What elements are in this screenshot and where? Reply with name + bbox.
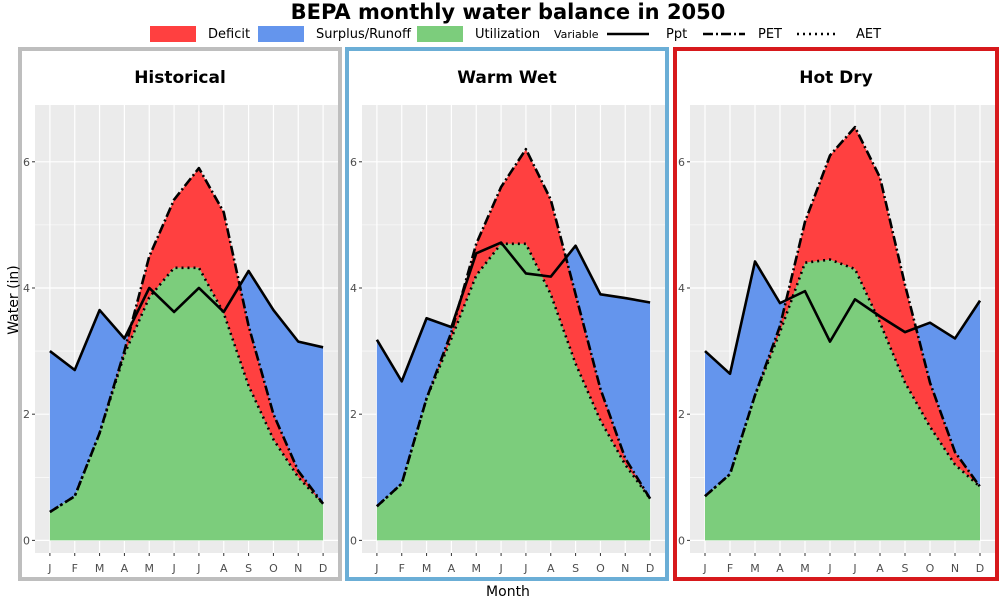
x-tick-label: J xyxy=(374,562,378,575)
line-ppt xyxy=(375,241,651,383)
chart-title: BEPA monthly water balance in 2050 xyxy=(291,0,726,24)
utilization-area xyxy=(705,259,980,541)
line-aet xyxy=(704,258,981,498)
y-axis-label: Water (in) xyxy=(6,265,22,335)
utilization-area xyxy=(49,267,324,541)
x-tick-label: S xyxy=(902,562,909,575)
y-tick-label: 4 xyxy=(23,282,30,295)
x-tick-label: S xyxy=(245,562,252,575)
x-tick-label: J xyxy=(852,562,856,575)
line-aet xyxy=(49,266,325,514)
x-tick-label: M xyxy=(422,562,432,575)
x-tick-label: N xyxy=(294,562,302,575)
panel-title: Hot Dry xyxy=(799,68,873,88)
x-tick-label: M xyxy=(95,562,105,575)
legend-swatch-utilization xyxy=(417,26,463,42)
x-tick-label: A xyxy=(776,562,784,575)
x-tick-label: M xyxy=(471,562,481,575)
legend-label: Surplus/Runoff xyxy=(316,27,412,42)
y-tick-label: 4 xyxy=(350,282,357,295)
surplus-area xyxy=(376,242,651,507)
y-tick-label: 4 xyxy=(678,282,685,295)
panel-historical: 0 2 4 6 J F M A M J J A S O N D Historical xyxy=(18,47,342,581)
panel-hot-dry: 0 2 4 6 J F M A M J J A S O N D Hot Dry xyxy=(673,47,999,581)
deficit-area xyxy=(376,149,651,507)
x-tick-label: O xyxy=(926,562,935,575)
x-tick-label: M xyxy=(144,562,154,575)
panel-warm-wet: 0 2 4 6 J F M A M J J A S O N D Warm Wet xyxy=(345,47,669,581)
x-tick-label: M xyxy=(750,562,760,575)
legend-swatch-surplus-runoff xyxy=(258,26,304,42)
x-tick-label: A xyxy=(220,562,228,575)
x-tick-label: F xyxy=(399,562,405,575)
x-tick-label: O xyxy=(269,562,278,575)
line-pet xyxy=(376,147,652,508)
x-tick-label: A xyxy=(121,562,129,575)
x-tick-label: O xyxy=(596,562,605,575)
line-ppt xyxy=(704,260,982,376)
legend-swatch-deficit xyxy=(150,26,196,42)
facet-panels: 0 2 4 6 J F M A M J J A S O N D Historical 0 2 4 6 J F M A M J J A S O… xyxy=(18,47,999,581)
legend-label: AET xyxy=(856,27,881,42)
utilization-area xyxy=(376,243,651,541)
y-tick-label: 2 xyxy=(23,408,30,421)
y-tick-label: 6 xyxy=(350,156,357,169)
y-tick-label: 6 xyxy=(23,156,30,169)
x-tick-label: J xyxy=(171,562,175,575)
panel-title: Warm Wet xyxy=(457,68,556,88)
y-tick-label: 0 xyxy=(23,534,30,547)
x-tick-label: N xyxy=(951,562,959,575)
x-tick-label: N xyxy=(621,562,629,575)
y-tick-label: 2 xyxy=(678,408,685,421)
y-tick-label: 0 xyxy=(350,534,357,547)
x-tick-label: D xyxy=(976,562,984,575)
legend-title: Variable xyxy=(554,28,599,41)
x-axis-label: Month xyxy=(486,584,530,600)
x-tick-label: J xyxy=(196,562,200,575)
panel-border xyxy=(18,47,342,581)
panel-border xyxy=(345,47,669,581)
x-tick-label: A xyxy=(876,562,884,575)
x-tick-label: J xyxy=(47,562,51,575)
legend: Deficit Surplus/Runoff Utilization Variable… xyxy=(150,26,881,42)
surplus-area xyxy=(705,259,980,497)
x-tick-label: J xyxy=(827,562,831,575)
y-tick-label: 6 xyxy=(678,156,685,169)
x-tick-label: J xyxy=(523,562,527,575)
x-tick-label: D xyxy=(319,562,327,575)
line-ppt xyxy=(49,269,324,372)
x-tick-label: J xyxy=(498,562,502,575)
x-tick-label: S xyxy=(572,562,579,575)
legend-label: Utilization xyxy=(475,27,540,42)
panel-border xyxy=(673,47,999,581)
y-tick-label: 2 xyxy=(350,408,357,421)
x-tick-label: D xyxy=(646,562,654,575)
legend-label: Ppt xyxy=(666,27,687,42)
legend-label: Deficit xyxy=(208,27,250,42)
x-tick-label: F xyxy=(727,562,733,575)
line-pet xyxy=(704,125,982,498)
surplus-area xyxy=(49,267,324,512)
deficit-area xyxy=(705,127,980,497)
panel-title: Historical xyxy=(134,68,226,88)
deficit-area xyxy=(49,168,324,512)
legend-label: PET xyxy=(758,27,782,42)
line-aet xyxy=(376,242,652,508)
x-tick-label: A xyxy=(448,562,456,575)
x-tick-label: A xyxy=(547,562,555,575)
x-tick-label: M xyxy=(800,562,810,575)
x-tick-label: F xyxy=(72,562,78,575)
y-tick-label: 0 xyxy=(678,534,685,547)
x-tick-label: J xyxy=(702,562,706,575)
